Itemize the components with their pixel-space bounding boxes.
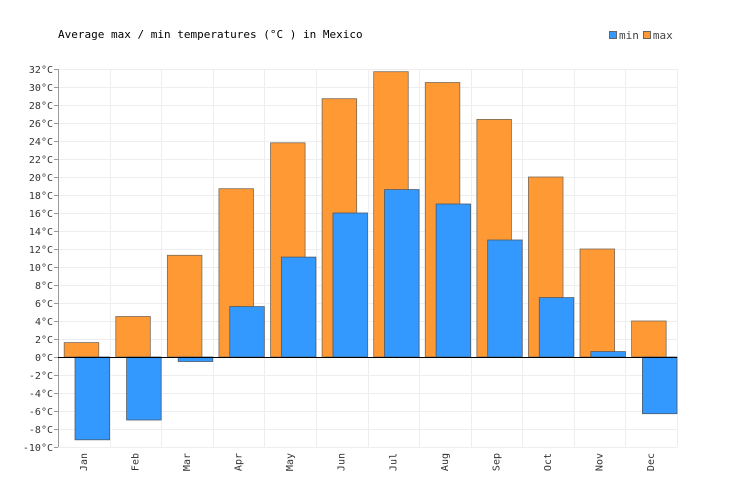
y-tick-label: 4°C <box>35 317 53 328</box>
axes <box>54 69 677 448</box>
y-tick-label: 18°C <box>29 191 53 202</box>
bars-min <box>74 189 678 441</box>
bar-max-dec <box>631 320 667 358</box>
bar-min-dec <box>642 356 678 415</box>
x-tick-label-dec: Dec <box>646 453 657 471</box>
x-tick-label-jun: Jun <box>337 453 348 471</box>
legend: min max <box>609 28 677 42</box>
bar-min-aug <box>435 203 472 358</box>
y-tick-label: 16°C <box>29 209 53 220</box>
bar-min-jul <box>384 189 420 358</box>
y-tick-label: 26°C <box>29 119 53 130</box>
bar-min-jan <box>74 356 110 441</box>
x-tick-label-oct: Oct <box>543 453 554 471</box>
y-tick-label: 10°C <box>29 263 53 274</box>
bar-min-sep <box>487 239 523 358</box>
x-tick-label-mar: Mar <box>182 453 193 471</box>
y-tick-label: -8°C <box>29 425 53 436</box>
y-tick-label: 14°C <box>29 227 53 238</box>
y-tick-label: -2°C <box>29 371 53 382</box>
y-tick-label: 30°C <box>29 83 53 94</box>
x-tick-label-apr: Apr <box>234 453 245 471</box>
bar-min-oct <box>538 297 575 358</box>
legend-item-min: min <box>609 29 639 42</box>
bar-min-feb <box>126 356 162 421</box>
bar-max-jan <box>63 342 100 358</box>
bar-min-jun <box>332 212 368 358</box>
y-tick-label: 22°C <box>29 155 53 166</box>
x-tick-label-jan: Jan <box>79 453 90 471</box>
y-tick-label: 12°C <box>29 245 53 256</box>
y-tick-label: 28°C <box>29 101 53 112</box>
legend-swatch-max <box>642 31 651 39</box>
bar-min-nov <box>590 351 626 358</box>
legend-label-max: max <box>652 28 673 42</box>
y-tick-label: 0°C <box>35 353 53 364</box>
y-tick-label: 20°C <box>29 173 53 184</box>
x-tick-label-may: May <box>285 453 296 471</box>
x-tick-label-nov: Nov <box>595 453 606 471</box>
x-tick-label-jul: Jul <box>388 453 399 471</box>
chart-title: Average max / min temperatures (°C ) in … <box>58 28 363 41</box>
bar-min-may <box>280 256 317 358</box>
bar-max-nov <box>579 248 615 358</box>
x-tick-label-aug: Aug <box>440 453 451 471</box>
bar-min-apr <box>229 306 265 358</box>
y-tick-label: -10°C <box>23 443 53 454</box>
y-tick-labels: -10°C -8°C -6°C -4°C -2°C 0°C 2°C 4°C 6°C 8°C 10°C… <box>23 65 53 454</box>
y-tick-label: 6°C <box>35 299 53 310</box>
legend-item-max: max <box>642 28 673 42</box>
bar-max-mar <box>166 254 203 358</box>
y-tick-label: 8°C <box>35 281 53 292</box>
bar-max-feb <box>115 316 151 358</box>
x-tick-label-feb: Feb <box>130 453 141 471</box>
y-tick-label: -4°C <box>29 389 53 400</box>
x-tick-label-sep: Sep <box>491 453 502 471</box>
y-tick-label: 32°C <box>29 65 53 76</box>
legend-swatch-min <box>609 31 617 39</box>
y-tick-label: 24°C <box>29 137 53 148</box>
legend-label-min: min <box>619 28 639 42</box>
y-tick-label: 2°C <box>35 335 53 346</box>
x-tick-labels: Jan Feb Mar Apr May Jun Jul Aug Sep Oct Nov Dec <box>79 453 657 471</box>
y-tick-label: -6°C <box>29 407 53 418</box>
